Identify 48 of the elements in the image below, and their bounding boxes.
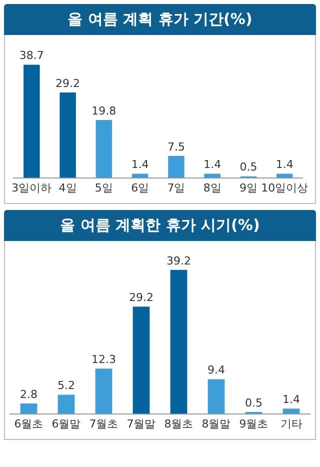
bar (58, 394, 75, 414)
x-tick-label: 8월초 (164, 417, 194, 430)
data-label: 38.7 (19, 49, 44, 62)
x-tick-label: 10일이상 (261, 181, 308, 194)
x-tick-label: 8월말 (202, 417, 231, 430)
bar (168, 156, 184, 178)
data-label: 1.4 (282, 393, 300, 406)
x-tick-label: 9일 (239, 181, 258, 194)
bar (204, 174, 220, 178)
x-tick-label: 5일 (94, 181, 113, 194)
data-label: 1.4 (276, 158, 294, 172)
x-tick-label: 7월초 (89, 417, 118, 430)
data-label: 19.8 (92, 104, 116, 118)
x-tick-label: 8일 (203, 181, 222, 194)
data-label: 7.5 (167, 140, 185, 154)
x-tick-label: 기타 (280, 417, 302, 430)
bar (60, 92, 76, 178)
x-tick-label: 9월초 (239, 417, 268, 430)
x-tick-label: 4일 (58, 181, 77, 194)
bar (276, 174, 293, 178)
x-tick-label: 3일이하 (12, 181, 52, 194)
bar (95, 368, 112, 414)
bar (132, 174, 148, 178)
data-label: 1.4 (204, 158, 222, 172)
data-label: 12.3 (92, 353, 116, 366)
data-label: 5.2 (58, 379, 75, 392)
data-label: 39.2 (166, 254, 191, 268)
bar (96, 120, 112, 178)
data-label: 9.4 (208, 364, 225, 377)
bar (282, 408, 300, 414)
x-tick-label: 7월말 (126, 417, 156, 430)
data-label: 1.4 (131, 158, 149, 172)
data-label: 0.5 (240, 160, 258, 174)
bar (170, 270, 188, 414)
x-tick-label: 7일 (167, 181, 186, 194)
chart-title: 올 여름 계획한 휴가 시기(%) (4, 210, 316, 241)
bar (132, 306, 150, 414)
chart-title: 올 여름 계획 휴가 기간(%) (4, 4, 316, 35)
x-tick-label: 6월말 (52, 417, 81, 430)
x-tick-label: 6일 (131, 181, 150, 194)
x-tick-label: 6월초 (14, 417, 44, 430)
bar (20, 404, 38, 414)
data-label: 0.5 (245, 396, 262, 410)
data-label: 29.2 (56, 76, 80, 90)
data-label: 2.8 (20, 388, 38, 401)
bar (24, 64, 40, 178)
bar (208, 379, 225, 414)
data-label: 29.2 (129, 290, 154, 304)
